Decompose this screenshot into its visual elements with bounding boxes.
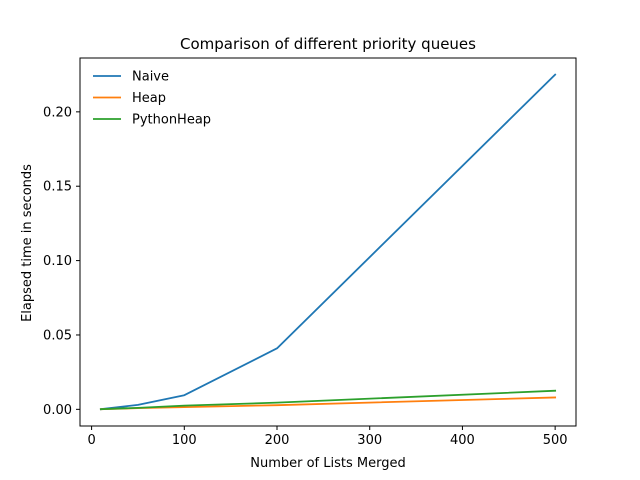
y-tick-label: 0.10 xyxy=(43,254,72,269)
x-tick-label: 100 xyxy=(172,433,197,448)
axes-frame xyxy=(79,57,577,427)
y-axis-label: Elapsed time in seconds xyxy=(20,164,35,322)
series-line-pythonheap xyxy=(99,389,557,411)
y-tick-label: 0.20 xyxy=(43,105,72,120)
x-axis-label: Number of Lists Merged xyxy=(250,456,405,471)
legend-label-pythonheap: PythonHeap xyxy=(132,113,211,128)
chart-title: Comparison of different priority queues xyxy=(180,35,476,53)
series-line-naive xyxy=(99,73,557,411)
legend-label-naive: Naive xyxy=(132,70,169,85)
x-tick-label: 0 xyxy=(87,433,95,448)
y-tick-label: 0.05 xyxy=(43,328,72,343)
x-tick-label: 400 xyxy=(450,433,475,448)
y-tick-label: 0.00 xyxy=(43,403,72,418)
x-tick-label: 500 xyxy=(543,433,568,448)
legend: Naive Heap PythonHeap xyxy=(93,70,211,128)
x-tick-label: 200 xyxy=(265,433,290,448)
legend-label-heap: Heap xyxy=(132,91,166,106)
x-tick-label: 300 xyxy=(357,433,382,448)
y-tick-label: 0.15 xyxy=(43,180,72,195)
plot-area: 0 100 200 300 400 500 0.00 0.05 0.10 0.15 0.20 xyxy=(43,57,577,448)
